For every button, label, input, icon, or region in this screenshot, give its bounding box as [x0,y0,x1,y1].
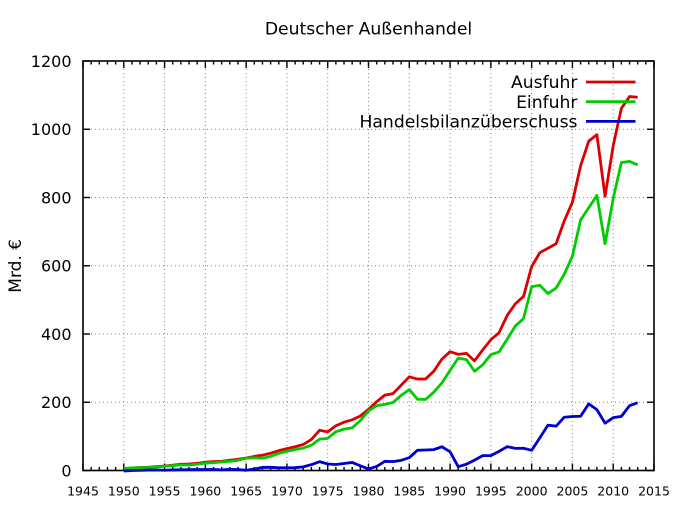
series-line-einfuhr [123,159,639,470]
legend-item: Einfuhr [516,93,636,113]
y-axis-label: Mrd. € [6,239,26,293]
y-tick-label-1000: 1000 [31,120,72,139]
x-tick-label-2010: 2010 [597,484,629,499]
x-tick-label-1965: 1965 [230,484,262,499]
chart-title: Deutscher Außenhandel [265,20,472,40]
x-tick-label-2005: 2005 [557,484,589,499]
gridlines [83,61,654,471]
data-series [123,95,639,473]
x-tick-label-1975: 1975 [312,484,344,499]
legend-label: Ausfuhr [511,73,578,93]
y-tick-labels: 0 200 400 600 800 1000 1200 [31,52,72,480]
y-tick-label-1200: 1200 [31,52,72,71]
x-tick-label-1990: 1990 [434,484,466,499]
legend-label: Handelsbilanzüberschuss [359,113,577,133]
x-tick-label-1995: 1995 [475,484,507,499]
x-tick-label-1985: 1985 [393,484,425,499]
legend-label: Einfuhr [516,93,578,113]
x-tick-label-1945: 1945 [67,484,99,499]
x-tick-label-2000: 2000 [516,484,548,499]
legend-item: Ausfuhr [511,73,636,93]
y-tick-label-800: 800 [41,188,72,207]
x-tick-label-2015: 2015 [638,484,670,499]
x-tick-label-1970: 1970 [271,484,303,499]
y-tick-label-0: 0 [61,461,71,480]
series-line-handelsbilanzueberschuss [123,401,639,473]
x-tick-labels: 1945 1950 1955 1960 1965 1970 1975 1980 1985 1990… [67,484,670,499]
x-tick-label-1950: 1950 [108,484,140,499]
y-tick-label-600: 600 [41,257,72,276]
y-tick-label-400: 400 [41,325,72,344]
y-tick-label-200: 200 [41,393,72,412]
legend-item: Handelsbilanzüberschuss [359,113,636,133]
x-tick-label-1955: 1955 [149,484,181,499]
x-tick-label-1960: 1960 [189,484,221,499]
x-tick-label-1980: 1980 [353,484,385,499]
